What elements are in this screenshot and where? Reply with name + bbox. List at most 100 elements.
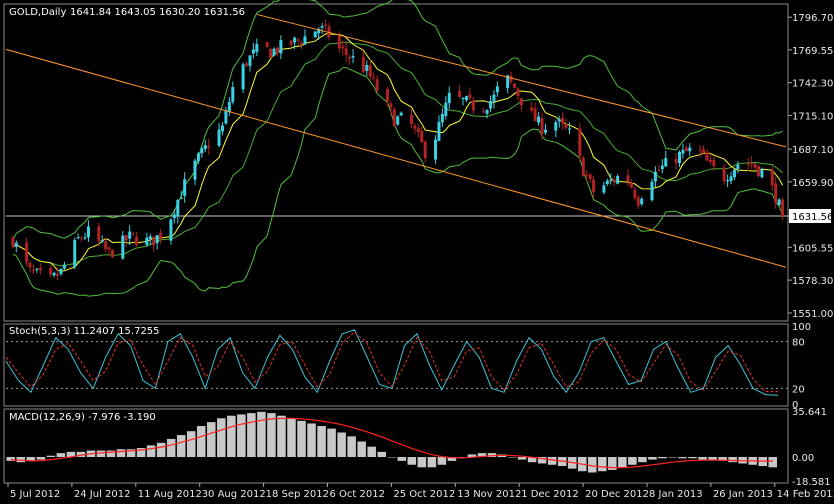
bear-candle <box>324 24 328 26</box>
bull-candle <box>602 185 606 193</box>
bear-candle <box>702 149 706 153</box>
price-y-tick-label: 1742.30 <box>792 79 833 90</box>
macd-histogram-bar <box>728 457 737 463</box>
x-tick-label: 6 Oct 2012 <box>330 489 385 500</box>
bear-candle <box>135 236 139 245</box>
trend-channel-line <box>5 48 787 268</box>
price-y-tick-label: 1769.55 <box>792 46 833 57</box>
bear-candle <box>28 263 32 268</box>
bull-candle <box>485 109 489 114</box>
price-panel[interactable] <box>5 0 788 297</box>
bull-candle <box>86 226 90 238</box>
stochastic-main-line <box>5 329 779 396</box>
bear-candle <box>275 47 279 54</box>
bull-candle <box>461 97 465 99</box>
bear-candle <box>657 170 661 172</box>
macd-histogram-bar <box>648 457 657 460</box>
macd-histogram-bar <box>487 453 497 458</box>
bear-candle <box>636 197 640 206</box>
macd-histogram-bar <box>136 447 146 458</box>
macd-histogram-bar <box>357 441 366 458</box>
macd-histogram-bar <box>417 457 427 468</box>
bull-candle <box>664 158 668 167</box>
bull-candle <box>52 272 56 276</box>
bull-candle <box>248 55 252 67</box>
macd-histogram-bar <box>146 445 156 458</box>
bear-candle <box>684 147 688 152</box>
price-y-tick-label: 1578.30 <box>792 276 833 287</box>
macd-histogram-bar <box>66 451 76 458</box>
macd-histogram-bar <box>76 451 86 458</box>
macd-histogram-bar <box>307 423 316 458</box>
price-y-tick-label: 1796.70 <box>792 13 833 24</box>
macd-histogram-bar <box>26 457 36 461</box>
macd-panel[interactable] <box>6 411 778 473</box>
macd-histogram-bar <box>588 457 597 473</box>
bear-candle <box>468 94 472 99</box>
bear-candle <box>11 237 15 247</box>
bear-candle <box>581 157 585 177</box>
bull-candle <box>217 129 221 146</box>
macd-histogram-bar <box>618 457 627 468</box>
bull-candle <box>35 268 39 270</box>
bear-candle <box>698 149 702 151</box>
bull-candle <box>605 180 609 185</box>
bear-candle <box>159 232 163 240</box>
bull-candle <box>155 235 159 244</box>
bull-candle <box>777 199 781 206</box>
bull-candle <box>650 181 654 201</box>
macd-histogram-bar <box>638 457 647 463</box>
bear-candle <box>781 199 785 216</box>
macd-y-tick-label: 0.00 <box>792 453 814 464</box>
x-tick-label: 30 Aug 2012 <box>202 489 266 500</box>
macd-histogram-bar <box>227 415 236 458</box>
bull-candle <box>231 86 235 102</box>
bear-candle <box>409 115 413 124</box>
bear-candle <box>124 235 128 241</box>
macd-histogram-bar <box>217 418 226 458</box>
bull-candle <box>440 113 444 123</box>
macd-histogram-bar <box>207 422 216 458</box>
stochastic-panel[interactable] <box>5 329 788 396</box>
bear-candle <box>458 90 462 97</box>
bull-candle <box>609 180 613 182</box>
x-tick-label: 5 Jul 2012 <box>10 489 60 500</box>
macd-histogram-bar <box>698 457 707 460</box>
bear-candle <box>564 124 568 128</box>
bear-candle <box>722 167 726 182</box>
bull-candle <box>320 26 324 28</box>
bear-candle <box>56 273 60 276</box>
bear-candle <box>80 238 84 240</box>
bull-candle <box>317 28 321 34</box>
macd-histogram-bar <box>477 453 487 458</box>
macd-histogram-bar <box>447 457 457 461</box>
bear-candle <box>533 108 537 122</box>
bear-candle <box>97 226 101 242</box>
macd-histogram-bar <box>327 428 336 458</box>
x-tick-label: 18 Sep 2012 <box>266 489 329 500</box>
macd-histogram-bar <box>768 457 777 468</box>
bull-candle <box>59 268 63 275</box>
macd-histogram-bar <box>397 457 407 461</box>
bull-candle <box>492 94 496 102</box>
bear-candle <box>289 40 293 45</box>
bear-candle <box>341 46 345 49</box>
bear-candle <box>49 268 53 275</box>
price-y-tick-label: 1715.10 <box>792 111 833 122</box>
macd-histogram-bar <box>196 426 206 458</box>
bull-candle <box>736 164 740 170</box>
macd-histogram-bar <box>287 418 296 458</box>
bear-candle <box>348 57 352 59</box>
bear-candle <box>375 79 379 91</box>
bear-candle <box>25 242 29 262</box>
bear-candle <box>152 236 156 246</box>
bull-candle <box>313 31 317 38</box>
bull-candle <box>732 169 736 178</box>
bear-candle <box>705 152 709 161</box>
bull-candle <box>251 49 255 54</box>
x-tick-label: 24 Jul 2012 <box>74 489 131 500</box>
bull-candle <box>660 165 664 170</box>
bull-candle <box>100 240 104 242</box>
